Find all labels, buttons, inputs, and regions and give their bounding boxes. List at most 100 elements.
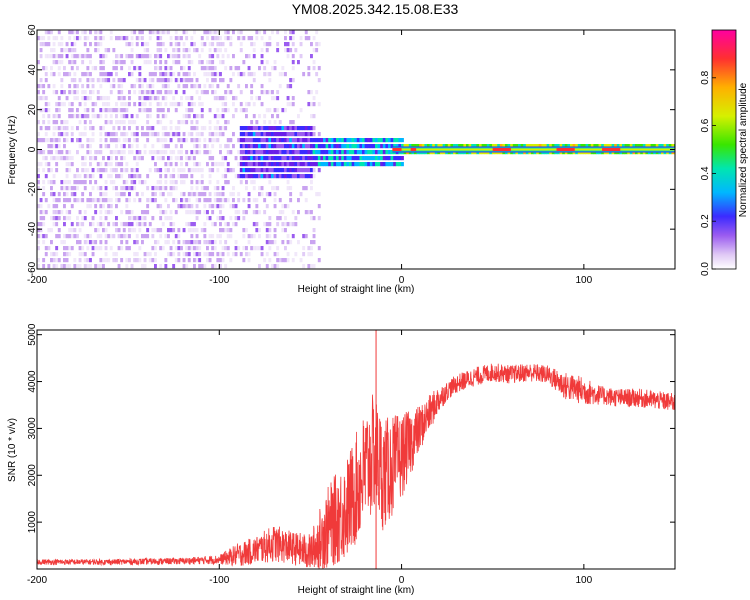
heatmap-cell bbox=[65, 42, 69, 47]
heatmap-cell bbox=[182, 132, 186, 137]
heatmap-cell bbox=[42, 210, 46, 215]
heatmap-cell bbox=[128, 42, 131, 47]
heatmap-cell bbox=[291, 96, 295, 101]
heatmap-cell bbox=[151, 72, 155, 77]
heatmap-cell bbox=[156, 30, 160, 35]
heatmap-cell bbox=[317, 246, 321, 251]
heatmap-cell bbox=[159, 192, 163, 197]
heatmap-cell bbox=[169, 78, 173, 83]
heatmap-cell bbox=[289, 132, 293, 137]
heatmap-cell bbox=[138, 174, 142, 179]
spectrogram-x-label: Height of straight line (km) bbox=[298, 284, 415, 295]
heatmap-cell bbox=[219, 234, 222, 239]
heatmap-cell bbox=[219, 114, 222, 119]
heatmap-cell bbox=[224, 198, 228, 203]
heatmap-cell bbox=[260, 186, 264, 191]
heatmap-cell bbox=[99, 36, 103, 41]
heatmap-cell bbox=[219, 252, 222, 257]
heatmap-cell bbox=[44, 102, 48, 107]
heatmap-cell bbox=[255, 126, 259, 131]
heatmap-cell bbox=[221, 252, 225, 257]
heatmap-cell bbox=[232, 102, 235, 107]
heatmap-cell bbox=[341, 144, 345, 149]
heatmap-cell bbox=[190, 168, 194, 173]
heatmap-cell bbox=[128, 198, 131, 203]
heatmap-cell bbox=[107, 210, 111, 215]
heatmap-cell bbox=[96, 168, 100, 173]
heatmap-cell bbox=[37, 60, 40, 65]
heatmap-cell bbox=[148, 60, 152, 65]
heatmap-cell bbox=[159, 54, 163, 59]
heatmap-cell bbox=[278, 138, 282, 143]
heatmap-cell bbox=[208, 192, 212, 197]
heatmap-cell bbox=[159, 66, 163, 71]
heatmap-cell bbox=[388, 162, 391, 167]
heatmap-cell bbox=[141, 210, 144, 215]
heatmap-cell bbox=[83, 120, 87, 125]
heatmap-cell bbox=[216, 162, 220, 167]
heatmap-cell bbox=[294, 144, 298, 149]
heatmap-cell bbox=[115, 132, 118, 137]
heatmap-cell bbox=[91, 174, 95, 179]
heatmap-cell bbox=[117, 264, 121, 269]
heatmap-cell bbox=[232, 132, 235, 137]
heatmap-cell bbox=[245, 186, 248, 191]
heatmap-cell bbox=[312, 48, 316, 53]
heatmap-cell bbox=[390, 150, 394, 155]
heatmap-cell bbox=[518, 144, 521, 149]
heatmap-cell bbox=[304, 126, 308, 131]
heatmap-cell bbox=[83, 156, 87, 161]
heatmap-cell bbox=[57, 30, 61, 35]
heatmap-cell bbox=[172, 54, 176, 59]
heatmap-cell bbox=[60, 132, 64, 137]
heatmap-cell bbox=[291, 120, 295, 125]
heatmap-cell bbox=[63, 216, 66, 221]
heatmap-cell bbox=[252, 144, 256, 149]
heatmap-cell bbox=[206, 90, 209, 95]
heatmap-cell bbox=[466, 144, 469, 149]
heatmap-cell bbox=[338, 162, 342, 167]
heatmap-cell bbox=[213, 192, 217, 197]
colorbar-ticks: 0.00.20.40.60.8 bbox=[700, 70, 716, 276]
heatmap-cell bbox=[229, 90, 233, 95]
heatmap-cell bbox=[221, 228, 225, 233]
heatmap-cell bbox=[226, 198, 230, 203]
heatmap-cell bbox=[492, 144, 495, 149]
heatmap-cell bbox=[499, 144, 503, 149]
heatmap-cell bbox=[362, 156, 365, 161]
heatmap-cell bbox=[154, 186, 157, 191]
heatmap-cell bbox=[73, 72, 77, 77]
heatmap-cell bbox=[172, 150, 176, 155]
heatmap-cell bbox=[252, 102, 256, 107]
heatmap-cell bbox=[177, 72, 181, 77]
heatmap-cell bbox=[112, 66, 116, 71]
heatmap-cell bbox=[232, 168, 235, 173]
heatmap-cell bbox=[234, 222, 238, 227]
heatmap-cell bbox=[42, 222, 46, 227]
heatmap-cell bbox=[284, 42, 287, 47]
heatmap-cell bbox=[304, 234, 308, 239]
heatmap-cell bbox=[362, 162, 365, 167]
heatmap-cell bbox=[375, 138, 378, 143]
heatmap-cell bbox=[159, 36, 163, 41]
heatmap-cell bbox=[294, 150, 298, 155]
heatmap-cell bbox=[393, 156, 397, 161]
heatmap-cell bbox=[226, 90, 230, 95]
heatmap-cell bbox=[122, 114, 126, 119]
heatmap-cell bbox=[125, 132, 129, 137]
heatmap-cell bbox=[164, 114, 168, 119]
heatmap-cell bbox=[289, 150, 293, 155]
heatmap-cell bbox=[83, 210, 87, 215]
heatmap-cell bbox=[359, 150, 363, 155]
heatmap-cell bbox=[37, 36, 40, 41]
heatmap-cell bbox=[117, 234, 121, 239]
heatmap-cell bbox=[167, 54, 170, 59]
heatmap-cell bbox=[89, 234, 92, 239]
heatmap-cell bbox=[247, 102, 251, 107]
heatmap-cell bbox=[299, 156, 303, 161]
heatmap-cell bbox=[169, 54, 173, 59]
heatmap-cell bbox=[193, 168, 196, 173]
heatmap-cell bbox=[271, 156, 274, 161]
heatmap-cell bbox=[39, 228, 43, 233]
